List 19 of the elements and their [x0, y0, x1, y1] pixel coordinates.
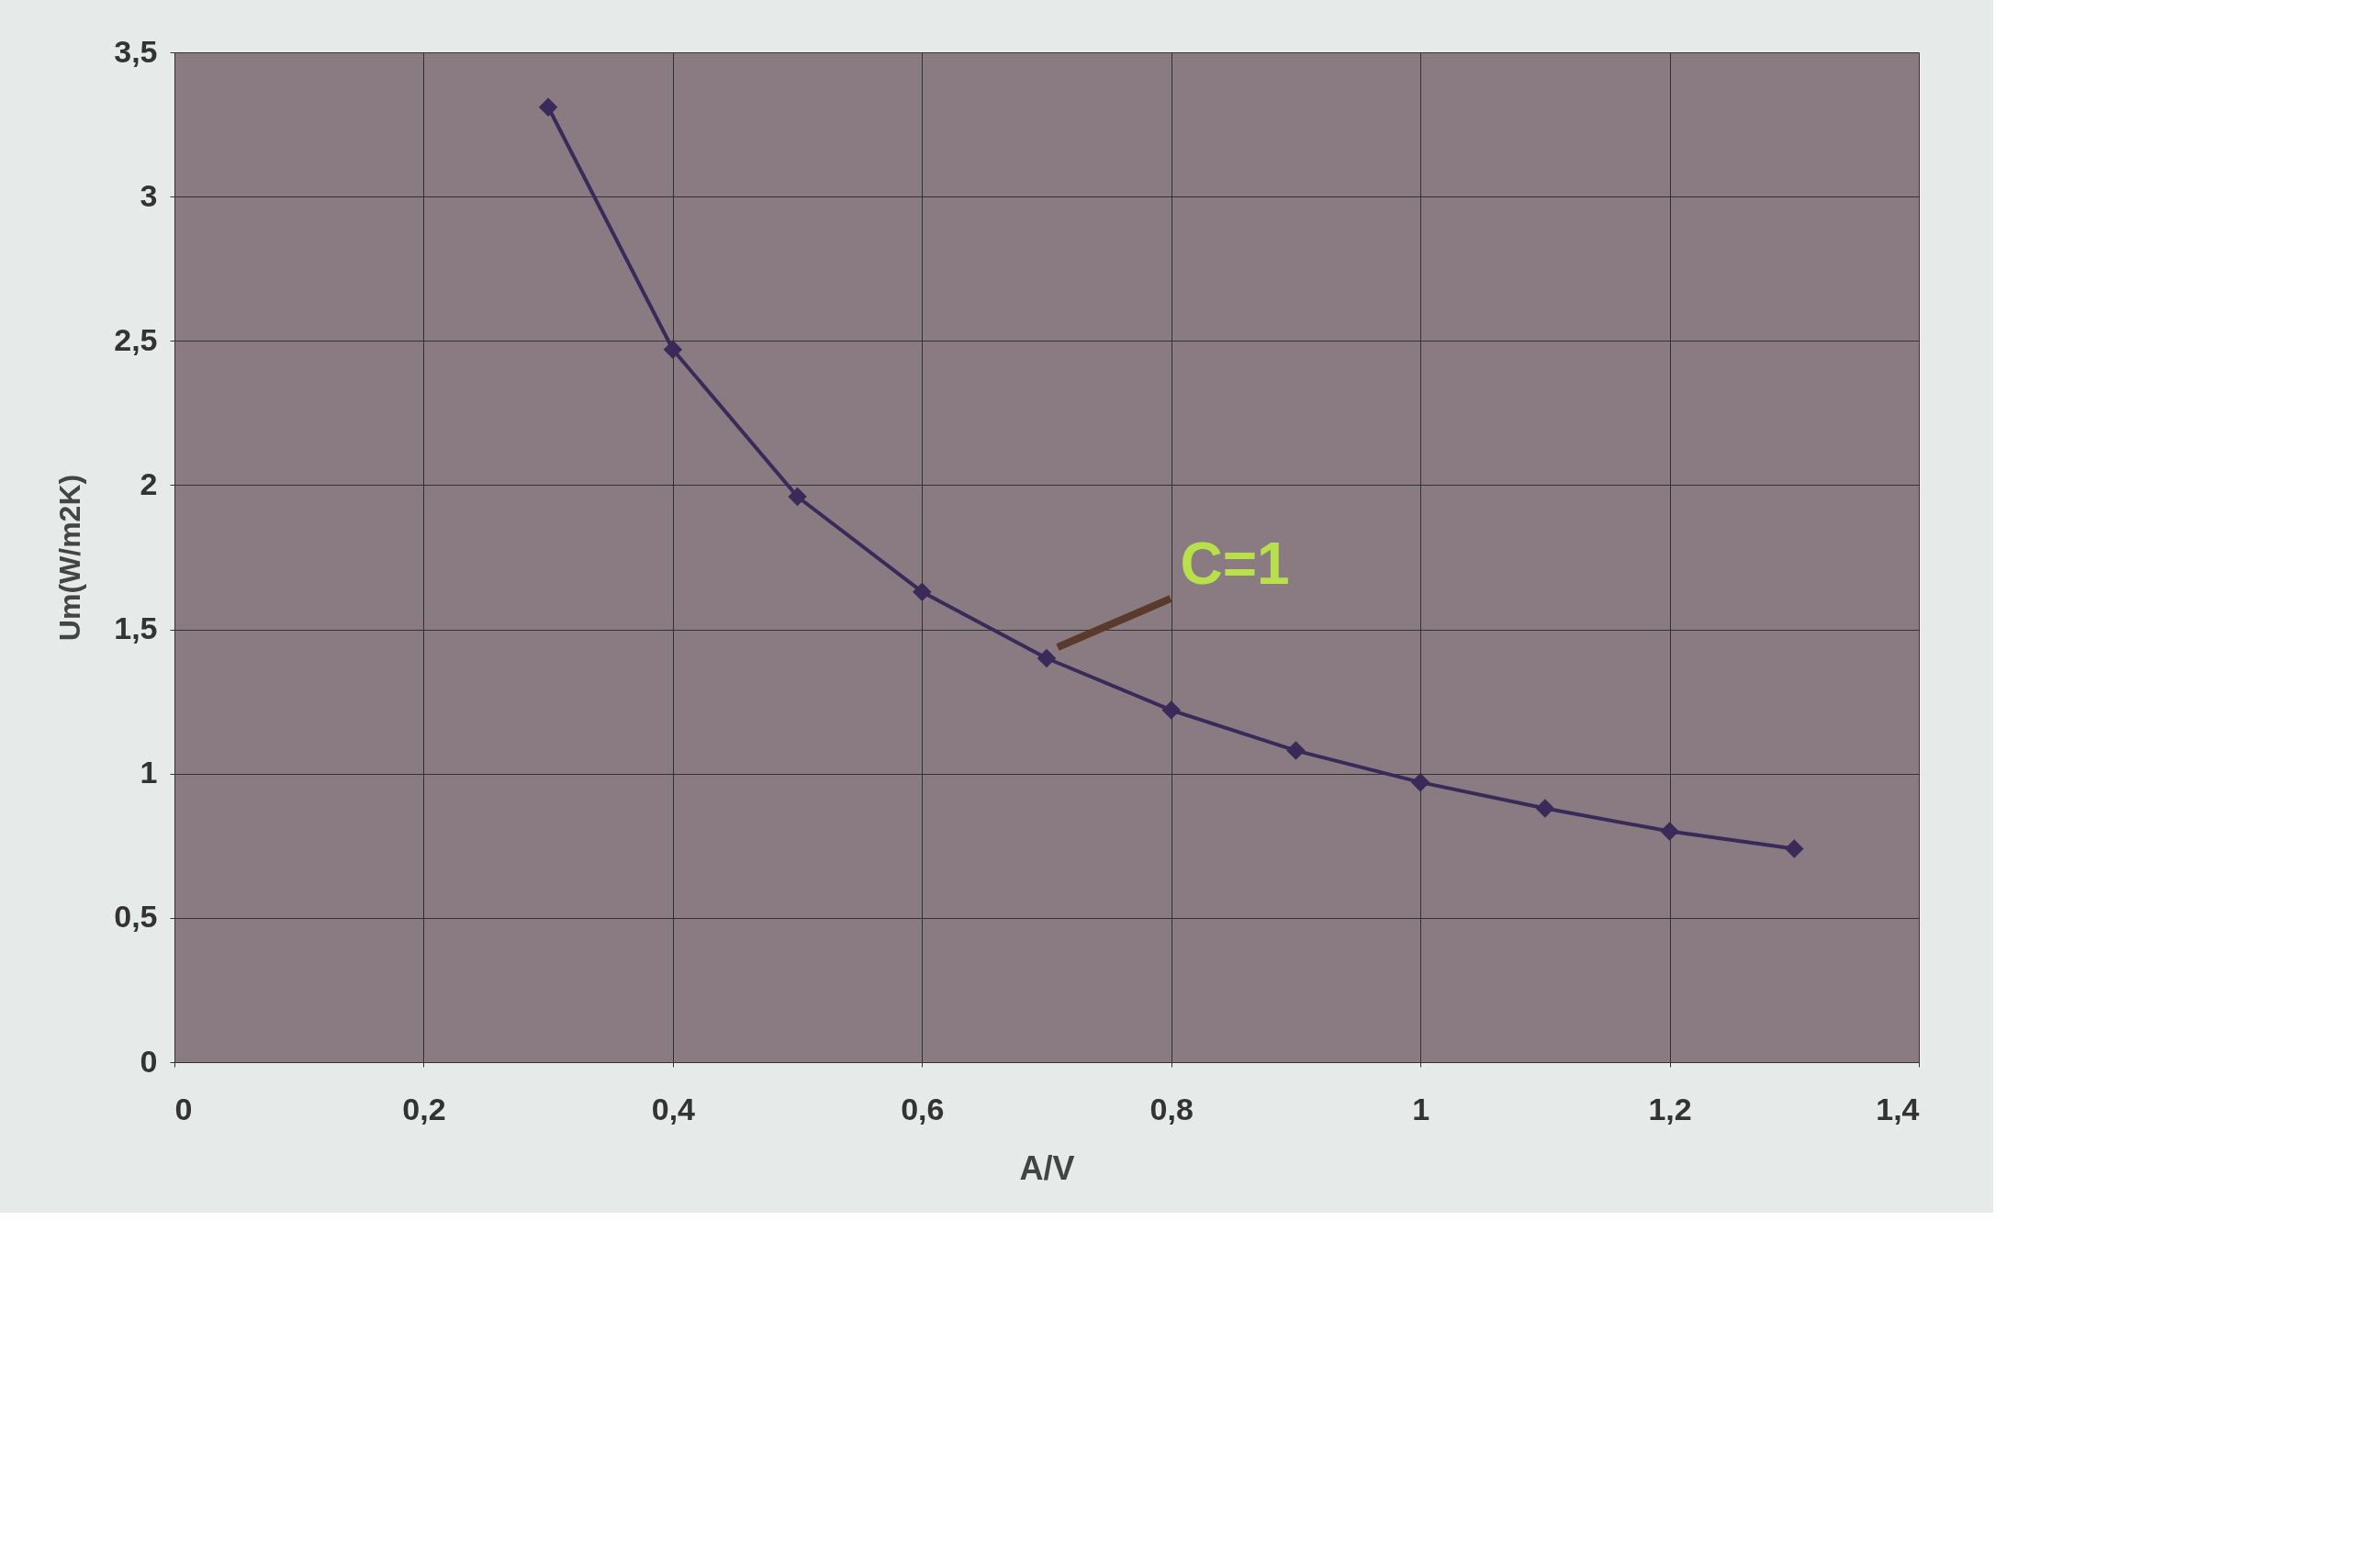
x-tick-label: 1,2: [1648, 1091, 1692, 1126]
y-tick-label: 0: [140, 1043, 158, 1079]
x-tick-label: 0,6: [901, 1091, 945, 1126]
x-tick-label: 1,4: [1876, 1091, 1920, 1126]
y-tick-label: 0,5: [114, 899, 158, 935]
annotation: C=1: [1180, 531, 1290, 597]
y-tick-label: 2: [140, 465, 158, 501]
x-tick-label: 0: [174, 1091, 193, 1126]
x-tick-label: 0,2: [402, 1091, 446, 1126]
y-tick-label: 1,5: [114, 610, 158, 646]
x-axis-title: A/V: [1019, 1148, 1075, 1187]
y-tick-label: 3,5: [114, 33, 158, 69]
x-tick-label: 1: [1412, 1091, 1430, 1126]
y-tick-label: 1: [140, 755, 158, 790]
y-axis-title: Um(W/m2K): [53, 474, 87, 642]
x-tick-label: 0,8: [1149, 1091, 1194, 1126]
y-tick-label: 3: [140, 177, 158, 213]
x-tick-label: 0,4: [651, 1091, 696, 1126]
y-tick-label: 2,5: [114, 321, 158, 357]
